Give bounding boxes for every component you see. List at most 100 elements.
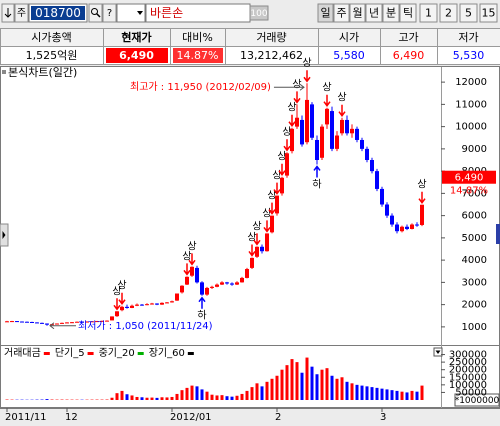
candle-body (205, 287, 209, 295)
volume-bar (295, 362, 299, 400)
x-tick-label: 2012/01 (170, 412, 212, 423)
y-tick-label: 2000 (462, 300, 487, 311)
dropdown-arrow (137, 11, 143, 15)
y-tick-label: 9000 (462, 144, 487, 155)
signal-arrow (273, 182, 281, 195)
y-tick-label: 150000 (449, 372, 487, 383)
volume-bar (365, 386, 369, 400)
volume-bar (285, 365, 289, 400)
code-selection (31, 6, 85, 20)
candle-body (220, 282, 224, 285)
candle-body (280, 177, 284, 194)
x-tick-label: 3 (380, 412, 386, 423)
volume-bar (325, 368, 329, 400)
period-button[interactable] (419, 3, 438, 23)
signal-arrow (263, 220, 271, 233)
volume-bar (390, 390, 394, 400)
signal-label: 상 (322, 82, 331, 94)
high-annotation: 최고가 : 11,950 (2012/02/09) (130, 81, 271, 93)
period-button[interactable] (459, 3, 478, 23)
signal-arrow (313, 165, 321, 178)
candle-body (90, 321, 94, 323)
candle-body (245, 269, 249, 278)
volume-bar (350, 383, 354, 400)
candle-body (305, 99, 309, 143)
signal-label: 상 (277, 151, 286, 163)
signal-arrow (183, 263, 191, 276)
period-button[interactable] (333, 3, 350, 23)
volume-bar (340, 377, 344, 400)
candle-body (405, 226, 409, 229)
candle-body (310, 104, 314, 138)
search-icon (91, 8, 98, 15)
candle-body (80, 321, 84, 323)
quote-value: 14.87% (177, 49, 219, 62)
candle-body (40, 322, 44, 324)
period-button[interactable] (399, 3, 417, 23)
market-button[interactable] (14, 3, 29, 23)
candle-body (20, 321, 24, 323)
help-button[interactable] (102, 3, 117, 23)
volume-bar (290, 359, 294, 400)
candle-body (85, 321, 89, 323)
y-tick-label: 1000 (462, 322, 487, 333)
signal-arrow (118, 292, 126, 305)
volume-bar (320, 369, 324, 400)
candle-body (360, 139, 364, 149)
volume-bar (195, 386, 199, 400)
y-tick-label: 11000 (455, 99, 487, 110)
candle-body (35, 322, 39, 324)
candle-body (210, 286, 214, 288)
y-tick-label: 7000 (462, 188, 487, 199)
legend-label: 중기_20 (99, 347, 135, 359)
period-button[interactable] (382, 3, 400, 23)
period-button[interactable] (317, 3, 334, 23)
period-button[interactable] (349, 3, 366, 23)
volume-bar (415, 391, 419, 400)
panel-icon (2, 70, 6, 74)
quote-header: 고가 (398, 31, 418, 44)
change-tag-label: 14.87% (450, 186, 488, 197)
volume-bar (200, 389, 204, 400)
volume-bar (210, 394, 214, 400)
signal-label: 상 (112, 285, 121, 297)
candle-body (235, 282, 239, 285)
volume-bar (385, 389, 389, 400)
candle-body (285, 153, 289, 176)
signal-arrow (323, 94, 331, 107)
zoom-box[interactable] (249, 5, 269, 21)
candle-body (30, 321, 34, 323)
signal-arrow (288, 114, 296, 127)
y-tick-label: 12000 (455, 77, 487, 88)
candle-body (380, 188, 384, 205)
volume-bar (245, 390, 249, 400)
quote-header: 시가총액 (31, 31, 71, 44)
period-button[interactable] (479, 3, 498, 23)
signal-label: 상 (302, 57, 311, 69)
signal-label: 상 (417, 179, 426, 191)
candle-body (100, 320, 104, 322)
candle-body (420, 204, 424, 225)
search-button[interactable] (88, 3, 103, 23)
candle-body (155, 303, 159, 305)
y-tick-label: 6000 (462, 211, 487, 222)
candle-body (335, 135, 339, 149)
volume-bar (155, 397, 159, 400)
period-button[interactable] (365, 3, 383, 23)
group-dropdown[interactable] (116, 3, 146, 23)
period-button[interactable] (439, 3, 458, 23)
candle-body (150, 303, 154, 305)
volume-bar (160, 397, 164, 400)
volume-bar (180, 390, 184, 400)
candle-body (290, 128, 294, 152)
y-tick-label: 50000 (455, 387, 487, 398)
legend-label: 장기_60 (149, 347, 185, 359)
y-tick-label: 250000 (449, 357, 487, 368)
period-label: 분 (386, 7, 396, 20)
signal-arrow (248, 244, 256, 257)
volume-bar (375, 387, 379, 400)
quote-value-highlight (106, 48, 168, 63)
down-icon (4, 8, 12, 18)
candle-body (385, 204, 389, 216)
candle-body (250, 257, 254, 268)
